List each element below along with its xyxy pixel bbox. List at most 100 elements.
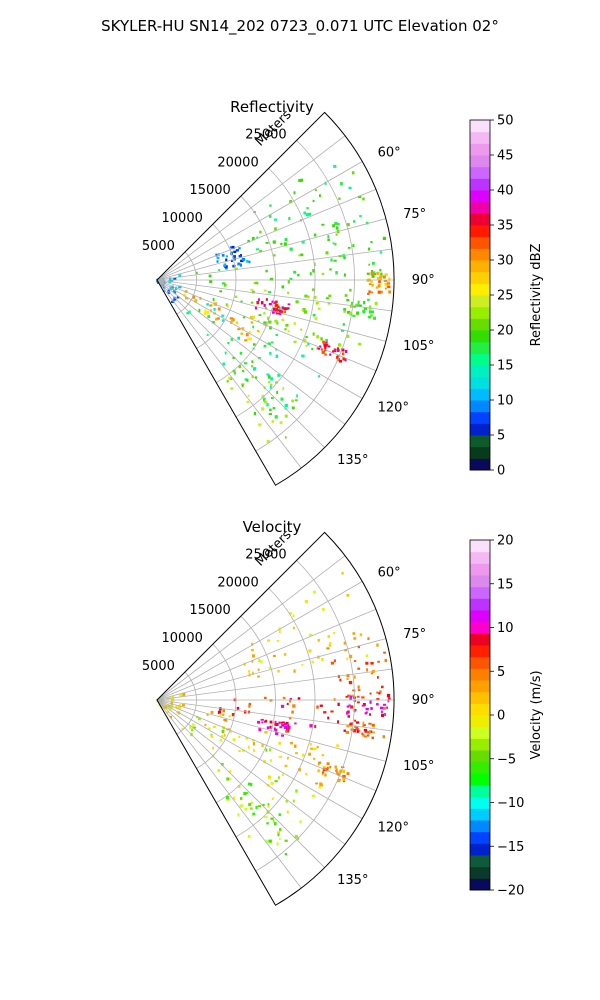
echo-gate	[278, 629, 281, 633]
echo-gate	[320, 348, 323, 351]
echo-gate	[257, 320, 260, 323]
colorbar-segment	[470, 341, 490, 354]
echo-gate	[246, 400, 249, 404]
echo-gate	[303, 310, 308, 314]
echo-gate	[309, 272, 312, 276]
echo-gate	[284, 725, 288, 729]
colorbar-tick-label: 0	[497, 709, 505, 724]
echo-gate	[266, 316, 270, 320]
azimuth-tick-label: 135°	[337, 873, 368, 888]
echo-gate	[340, 329, 344, 332]
echo-gate	[337, 674, 340, 679]
echo-gate	[269, 204, 272, 207]
echo-gate	[167, 696, 171, 699]
echo-gate	[274, 822, 277, 826]
echo-gate	[251, 660, 254, 663]
echo-gate	[327, 634, 331, 639]
echo-gate	[285, 721, 289, 725]
echo-gate	[301, 309, 304, 312]
colorbar-segment	[470, 645, 490, 658]
colorbar-tick-label: 30	[497, 254, 514, 269]
echo-gate	[265, 298, 268, 301]
echo-gate	[344, 358, 347, 362]
echo-gate	[286, 702, 289, 706]
echo-gate	[191, 728, 194, 732]
echo-gate	[333, 698, 336, 701]
azimuth-spoke	[156, 668, 393, 701]
echo-gate	[346, 724, 350, 728]
echo-gate	[288, 699, 292, 703]
echo-gate	[256, 236, 259, 239]
echo-gate	[267, 375, 271, 379]
echo-gate	[384, 273, 388, 276]
echo-gate	[374, 301, 378, 306]
colorbar-segment	[470, 190, 490, 203]
echo-gate	[387, 697, 391, 700]
echo-gate	[246, 333, 249, 337]
echo-gate	[361, 696, 365, 699]
echo-gate	[344, 273, 346, 277]
echo-gate	[244, 807, 248, 811]
echo-gate	[321, 771, 325, 774]
echo-gate	[342, 323, 345, 326]
echo-gate	[182, 692, 186, 696]
echo-gate	[319, 194, 321, 197]
echo-gate	[289, 612, 293, 615]
colorbar-segment	[470, 201, 490, 214]
echo-gate	[170, 706, 174, 709]
echo-gate	[285, 799, 288, 803]
echo-gate	[261, 743, 264, 748]
azimuth-spoke	[156, 699, 325, 868]
echo-gate	[311, 660, 314, 664]
echo-gate	[266, 373, 270, 376]
colorbar-tick-label: 45	[497, 149, 514, 164]
echo-gate	[369, 730, 372, 733]
echo-gate	[367, 298, 370, 301]
echo-gate	[249, 807, 253, 810]
echo-gate	[368, 305, 371, 309]
echo-gate	[343, 641, 346, 645]
echo-gate	[271, 420, 274, 423]
echo-gate	[204, 723, 207, 727]
colorbar-segment	[470, 668, 490, 681]
echo-gate	[350, 705, 354, 709]
echo-gate	[233, 255, 236, 258]
colorbar-segment	[470, 318, 490, 331]
echo-gate	[314, 724, 317, 729]
echo-gate	[336, 744, 339, 747]
echo-gate	[363, 724, 366, 726]
echo-gate	[337, 773, 341, 776]
echo-gate	[242, 369, 245, 373]
echo-gate	[222, 727, 225, 730]
colorbar-tick-label: 20	[497, 324, 514, 339]
echo-gate	[261, 721, 264, 724]
echo-gate	[309, 724, 313, 728]
echo-gate	[349, 723, 353, 727]
echo-gate	[274, 319, 278, 323]
range-ring	[216, 195, 276, 383]
range-tick-label: 15000	[189, 603, 230, 618]
echo-gate	[384, 283, 388, 286]
echo-gate	[311, 794, 315, 798]
azimuth-spoke	[156, 638, 387, 701]
echo-gate	[348, 186, 352, 189]
colorbar-segment	[470, 365, 490, 378]
echo-gate	[266, 822, 269, 825]
colorbar-segment	[470, 855, 490, 868]
range-ring	[235, 587, 316, 838]
echo-gate	[309, 742, 312, 746]
echo-gate	[367, 247, 371, 251]
echo-gate	[273, 727, 276, 731]
echo-gate	[345, 695, 348, 698]
echo-gate	[284, 310, 286, 314]
echo-gate	[364, 712, 367, 715]
echo-gate	[230, 387, 234, 390]
colorbar-segment	[470, 131, 490, 144]
echo-gate	[359, 633, 363, 637]
range-tick-label: 20000	[217, 155, 258, 170]
echo-gate	[175, 705, 178, 708]
echo-gate	[248, 260, 251, 264]
colorbar-tick-label: 10	[497, 621, 514, 636]
echo-gate	[289, 277, 293, 281]
echo-gate	[178, 285, 182, 289]
